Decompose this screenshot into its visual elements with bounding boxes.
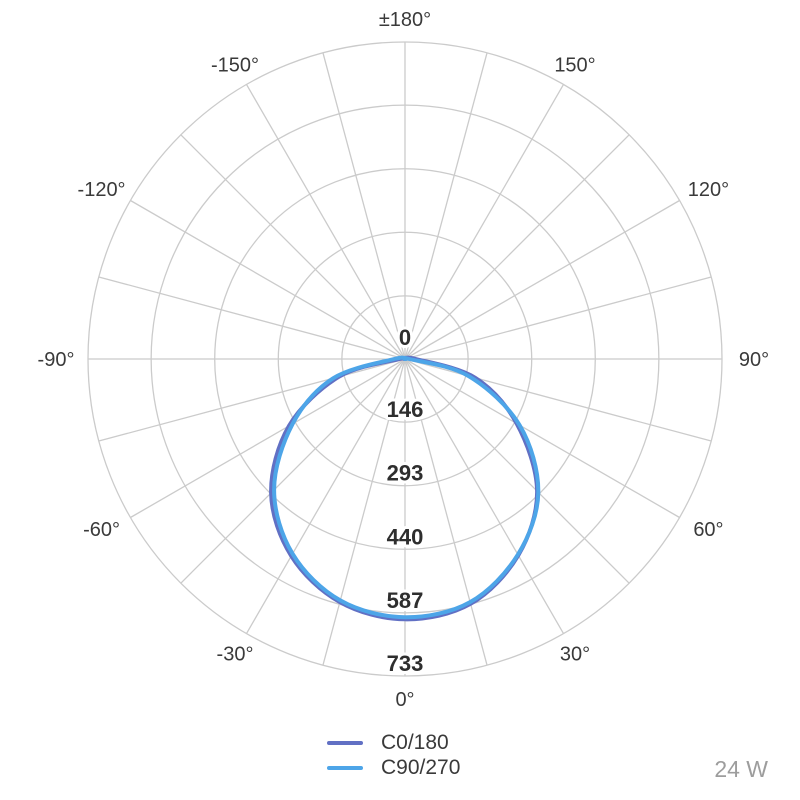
svg-text:146: 146	[387, 397, 424, 422]
svg-text:-30°: -30°	[217, 643, 254, 665]
legend-label-c90-270: C90/270	[381, 756, 461, 779]
svg-text:293: 293	[387, 461, 424, 486]
legend-label-c0-180: C0/180	[381, 731, 449, 754]
svg-text:587: 587	[387, 588, 424, 613]
svg-text:-60°: -60°	[83, 519, 120, 541]
svg-text:-120°: -120°	[78, 179, 126, 201]
svg-text:440: 440	[387, 524, 424, 549]
legend-item-c90-270: C90/270	[327, 756, 461, 779]
legend: C0/180 C90/270	[327, 731, 461, 779]
svg-text:0°: 0°	[395, 689, 414, 711]
legend-line-c0-180-swatch	[327, 741, 363, 745]
curve-c90-270	[272, 355, 541, 620]
svg-text:0: 0	[399, 325, 411, 350]
legend-line-c90-270-swatch	[327, 766, 363, 770]
svg-text:-150°: -150°	[211, 55, 259, 77]
svg-text:733: 733	[387, 651, 424, 676]
svg-text:-90°: -90°	[38, 349, 75, 371]
svg-text:30°: 30°	[560, 643, 590, 665]
wattage-label: 24 W	[714, 756, 768, 782]
svg-text:90°: 90°	[739, 349, 769, 371]
svg-text:60°: 60°	[693, 519, 723, 541]
svg-text:150°: 150°	[554, 55, 595, 77]
legend-item-c0-180: C0/180	[327, 731, 460, 754]
svg-text:120°: 120°	[688, 179, 729, 201]
svg-text:±180°: ±180°	[379, 9, 431, 31]
